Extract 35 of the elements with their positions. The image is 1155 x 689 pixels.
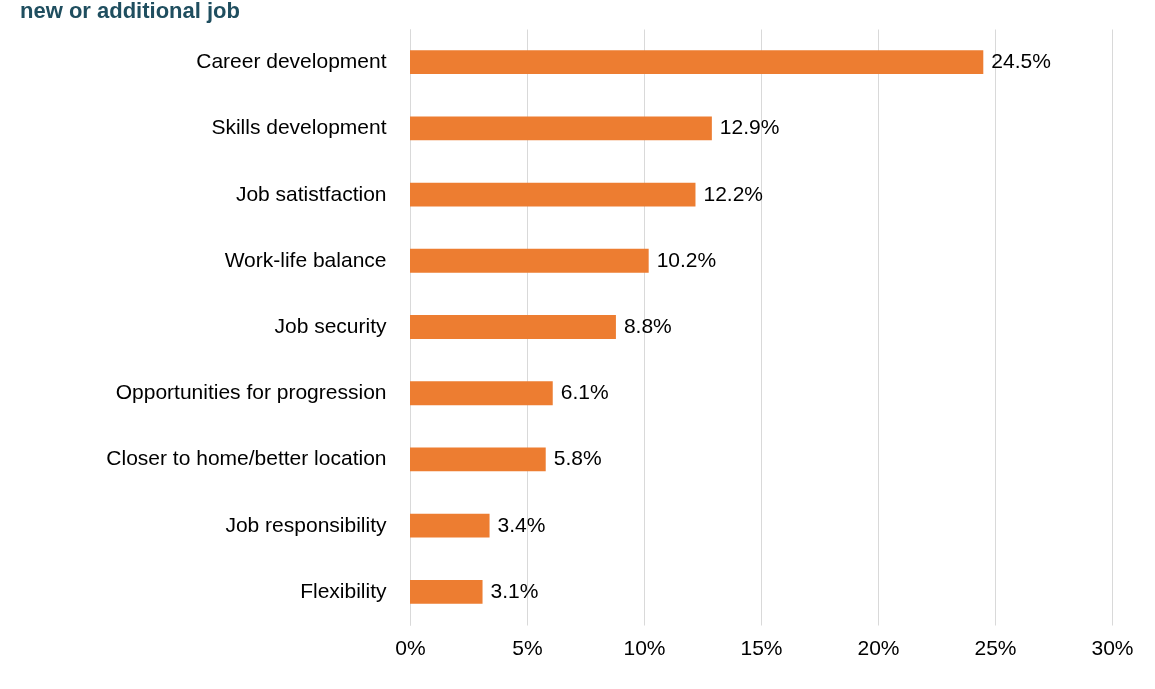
bar bbox=[410, 513, 490, 538]
x-tick-label: 25% bbox=[974, 635, 1017, 659]
x-tick-label: 15% bbox=[740, 635, 783, 659]
y-tick-label: Work-life balance bbox=[224, 247, 387, 271]
bar bbox=[410, 248, 649, 273]
data-label: 10.2% bbox=[656, 247, 717, 271]
y-tick-label: Flexibility bbox=[300, 578, 387, 602]
data-label: 3.1% bbox=[490, 578, 539, 602]
x-tick-label: 0% bbox=[395, 635, 426, 659]
data-label: 12.9% bbox=[719, 115, 780, 139]
bar bbox=[410, 579, 483, 604]
y-tick-label: Closer to home/better location bbox=[106, 446, 387, 470]
data-label: 12.2% bbox=[703, 181, 764, 205]
bar bbox=[410, 447, 546, 472]
y-tick-label: Opportunities for progression bbox=[115, 380, 387, 404]
bar bbox=[410, 50, 984, 75]
y-tick-label: Job security bbox=[274, 314, 387, 337]
y-tick-label: Career development bbox=[196, 49, 387, 73]
text: new or additional job bbox=[20, 0, 240, 23]
y-tick-label: Job satistfaction bbox=[235, 181, 387, 205]
data-label: 3.4% bbox=[497, 512, 546, 536]
data-label: 6.1% bbox=[560, 380, 609, 404]
data-label: 5.8% bbox=[553, 446, 602, 470]
x-tick-label: 5% bbox=[512, 635, 543, 659]
data-label: 8.8% bbox=[623, 314, 672, 337]
bar bbox=[410, 315, 616, 339]
data-label: 24.5% bbox=[991, 49, 1051, 73]
bar bbox=[410, 381, 553, 406]
y-tick-label: Skills development bbox=[211, 115, 387, 139]
x-tick-label: 20% bbox=[857, 635, 900, 659]
y-tick-label: Job responsibility bbox=[225, 512, 387, 536]
bar bbox=[410, 182, 696, 207]
bar bbox=[410, 116, 712, 141]
x-tick-label: 30% bbox=[1091, 635, 1134, 659]
x-tick-label: 10% bbox=[623, 635, 666, 659]
